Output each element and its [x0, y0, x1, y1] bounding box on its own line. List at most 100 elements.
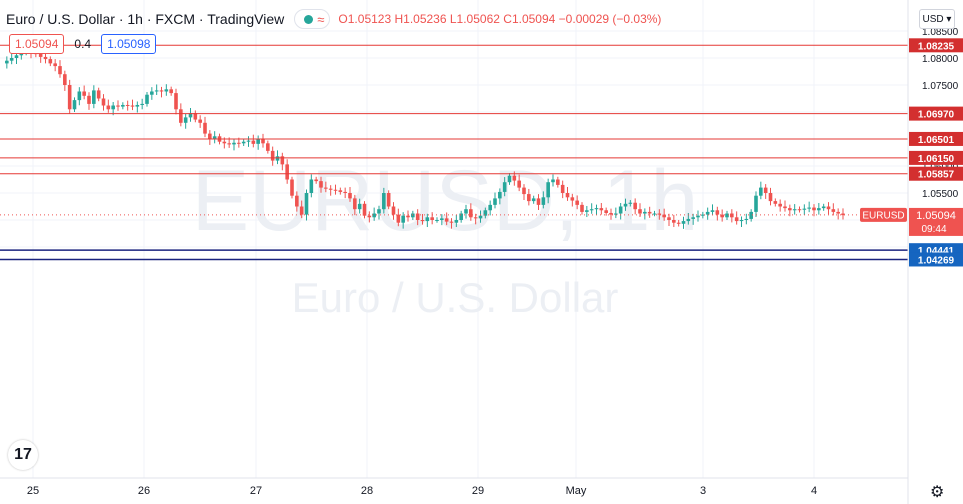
candle-body [430, 217, 434, 220]
candle-body [710, 210, 715, 212]
tradingview-logo-icon[interactable]: 17 [8, 440, 38, 470]
candle-body [773, 201, 778, 204]
candle-body [299, 206, 304, 215]
candle-body [106, 105, 111, 110]
candle-body [372, 213, 376, 218]
candle-body [618, 206, 623, 214]
candle-body [319, 181, 323, 188]
market-status-pill[interactable]: ≈ [294, 9, 331, 29]
candle-body [807, 207, 811, 209]
candle-body [251, 140, 256, 144]
candle-body [585, 210, 589, 212]
candle-body [609, 212, 613, 215]
candle-body [478, 215, 483, 219]
candle-body [48, 59, 53, 64]
candle-body [570, 197, 575, 201]
last-price-value: 1.05094 [916, 210, 956, 222]
candle-body [464, 209, 468, 214]
symbol-price-tag-text: EURUSD [862, 210, 904, 221]
candle-body [440, 218, 444, 220]
time-tick-label: 29 [472, 485, 484, 497]
candle-body [459, 213, 463, 220]
candle-body [493, 198, 497, 205]
candle-body [174, 93, 178, 110]
candle-body [546, 182, 550, 198]
wave-icon: ≈ [317, 11, 325, 27]
candle-body [58, 66, 62, 75]
candle-body [725, 213, 729, 218]
candle-body [188, 113, 193, 118]
candle-body [556, 179, 560, 185]
candle-body [401, 215, 405, 223]
candle-body [367, 215, 372, 218]
ohlc-low: L1.05062 [449, 12, 500, 26]
candle-body [256, 139, 260, 144]
candle-body [638, 209, 642, 214]
candle-body [589, 209, 594, 211]
candle-body [328, 188, 333, 190]
candle-body [183, 117, 188, 123]
candle-body [565, 193, 570, 198]
time-tick-label: 3 [700, 485, 706, 497]
trade-panel: 1.05094 0.4 1.05098 [9, 34, 157, 54]
price-tick-label: 1.08000 [922, 54, 959, 65]
level-price-tags: 1.08235 1.06970 1.06501 1.06150 1.05857 1.044… [909, 38, 963, 267]
candle-body [662, 214, 666, 218]
candle-body [159, 90, 164, 92]
candle-body [309, 179, 314, 193]
candle-body [551, 179, 555, 183]
candle-body [817, 208, 821, 211]
currency-label: USD [922, 13, 944, 25]
spread-value: 0.4 [74, 37, 92, 51]
buy-button[interactable]: 1.05098 [101, 34, 157, 54]
candle-body [633, 202, 637, 210]
candle-body [333, 189, 338, 191]
candle-body [802, 208, 807, 210]
candle-body [164, 89, 169, 92]
candle-body [623, 203, 628, 207]
watermark-name: Euro / U.S. Dollar [292, 274, 619, 321]
currency-selector[interactable]: USD ▾ [919, 9, 955, 29]
candle-body [730, 213, 734, 218]
candle-body [686, 218, 691, 222]
candle-body [841, 213, 845, 216]
level-tag-text: 1.05857 [918, 170, 955, 181]
candle-body [212, 136, 217, 139]
level-tag-text: 1.04269 [918, 255, 955, 266]
candle-body [324, 187, 328, 189]
candle-body [614, 213, 618, 215]
gear-icon[interactable]: ⚙ [930, 484, 945, 501]
candle-body [67, 85, 72, 110]
candle-body [672, 220, 676, 223]
candle-body [140, 103, 144, 105]
countdown-timer: 09:44 [921, 224, 946, 235]
candle-body [599, 208, 604, 211]
candle-body [768, 193, 773, 202]
time-tick-label: 27 [250, 485, 262, 497]
level-tag-1.08235 [909, 38, 963, 53]
level-tag-text: 1.06970 [918, 110, 955, 121]
candle-body [198, 119, 202, 123]
price-tick-label: 1.05500 [922, 189, 959, 200]
candle-body [527, 194, 531, 202]
chart-grid [0, 0, 908, 478]
level-tag-text: 1.08235 [918, 41, 955, 52]
candle-body [295, 195, 299, 207]
candle-body [72, 100, 77, 110]
candle-body [420, 220, 425, 222]
candle-body [386, 193, 391, 207]
candle-body [116, 105, 120, 107]
candle-body [406, 215, 410, 218]
candle-body [261, 139, 265, 144]
candle-body [92, 90, 96, 104]
symbol-title[interactable]: Euro / U.S. Dollar · 1h · FXCM · Trading… [6, 11, 285, 27]
candle-body [396, 214, 401, 223]
candle-body [241, 141, 246, 144]
level-tag-text: 1.06150 [918, 154, 955, 165]
candle-body [353, 198, 357, 210]
sell-button[interactable]: 1.05094 [9, 34, 65, 54]
candle-body [77, 91, 82, 101]
ohlc-high: H1.05236 [394, 12, 447, 26]
level-tag-1.04269 [909, 252, 963, 267]
